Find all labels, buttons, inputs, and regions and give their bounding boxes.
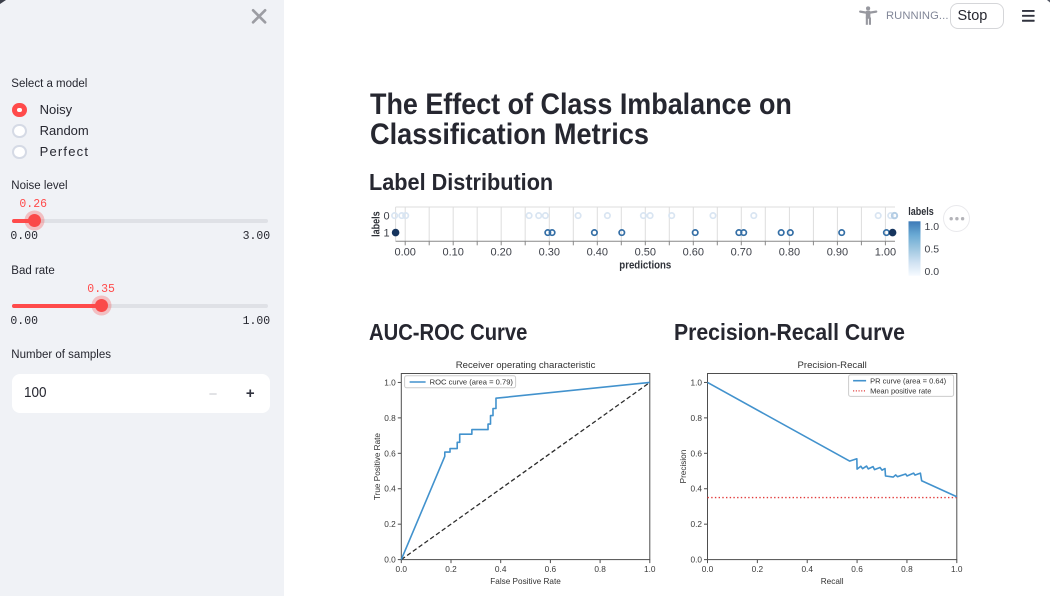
svg-text:False Positive Rate: False Positive Rate <box>490 577 561 586</box>
svg-text:0.4: 0.4 <box>690 484 702 494</box>
svg-text:0.2: 0.2 <box>384 519 396 529</box>
svg-text:0.30: 0.30 <box>539 246 560 258</box>
svg-text:1.0: 1.0 <box>925 221 940 233</box>
svg-text:1.0: 1.0 <box>644 564 656 574</box>
svg-text:0.0: 0.0 <box>925 266 940 278</box>
svg-text:0.2: 0.2 <box>690 519 702 529</box>
svg-text:0.6: 0.6 <box>690 448 702 458</box>
svg-text:0.4: 0.4 <box>495 564 507 574</box>
svg-text:0.6: 0.6 <box>545 564 557 574</box>
svg-text:0.0: 0.0 <box>384 555 396 565</box>
svg-text:Receiver operating characteris: Receiver operating characteristic <box>456 360 596 371</box>
svg-text:0.80: 0.80 <box>779 246 800 258</box>
svg-text:Precision: Precision <box>679 449 688 483</box>
svg-text:1: 1 <box>383 227 389 239</box>
svg-text:0.00: 0.00 <box>394 246 415 258</box>
svg-text:labels: labels <box>370 211 382 237</box>
svg-text:0: 0 <box>383 210 389 222</box>
svg-text:Precision-Recall: Precision-Recall <box>797 360 866 371</box>
svg-text:0.4: 0.4 <box>801 564 813 574</box>
svg-text:predictions: predictions <box>619 259 671 271</box>
svg-text:True Positive Rate: True Positive Rate <box>373 433 382 500</box>
svg-text:0.6: 0.6 <box>851 564 863 574</box>
svg-text:0.70: 0.70 <box>731 246 752 258</box>
svg-text:0.8: 0.8 <box>901 564 913 574</box>
svg-text:0.2: 0.2 <box>445 564 457 574</box>
svg-text:0.60: 0.60 <box>683 246 704 258</box>
svg-text:0.20: 0.20 <box>490 246 511 258</box>
svg-text:0.40: 0.40 <box>587 246 608 258</box>
svg-text:0.0: 0.0 <box>702 564 714 574</box>
svg-text:ROC curve (area = 0.79): ROC curve (area = 0.79) <box>430 378 514 387</box>
svg-text:0.10: 0.10 <box>442 246 463 258</box>
svg-text:0.8: 0.8 <box>690 413 702 423</box>
svg-text:1.0: 1.0 <box>951 564 963 574</box>
svg-text:0.8: 0.8 <box>384 413 396 423</box>
svg-text:PR curve (area = 0.64): PR curve (area = 0.64) <box>870 376 947 385</box>
svg-text:0.50: 0.50 <box>635 246 656 258</box>
svg-text:1.00: 1.00 <box>875 246 896 258</box>
svg-text:1.0: 1.0 <box>384 377 396 387</box>
svg-text:0.6: 0.6 <box>384 448 396 458</box>
svg-text:Mean positive rate: Mean positive rate <box>870 387 931 396</box>
svg-text:0.90: 0.90 <box>827 246 848 258</box>
svg-text:0.8: 0.8 <box>594 564 606 574</box>
svg-text:0.5: 0.5 <box>925 244 940 256</box>
svg-text:0.0: 0.0 <box>396 564 408 574</box>
svg-text:labels: labels <box>908 206 934 218</box>
svg-text:0.4: 0.4 <box>384 484 396 494</box>
svg-text:0.2: 0.2 <box>752 564 764 574</box>
svg-text:Recall: Recall <box>821 577 844 586</box>
svg-text:0.0: 0.0 <box>690 555 702 565</box>
svg-text:1.0: 1.0 <box>690 377 702 387</box>
